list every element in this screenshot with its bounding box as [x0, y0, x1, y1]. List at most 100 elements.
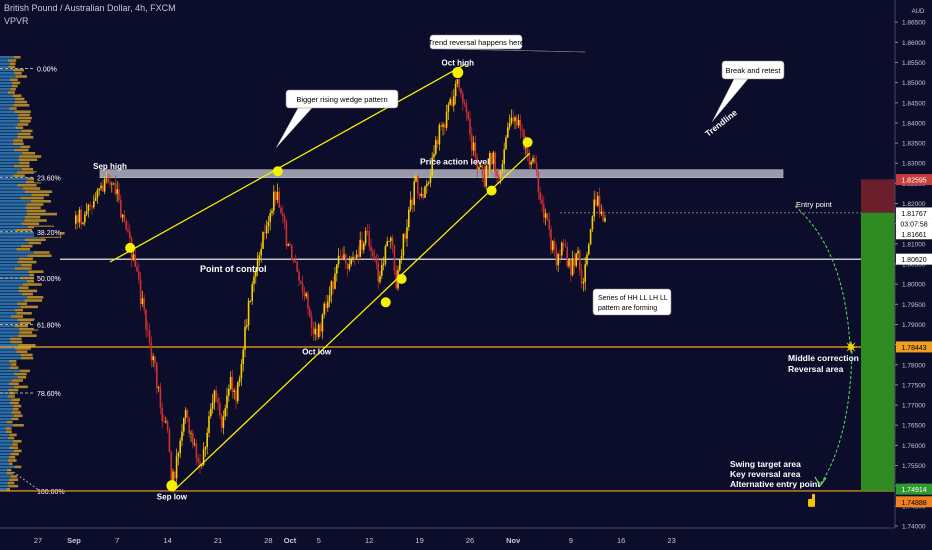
volume-bar-down [19, 369, 30, 373]
candle-bear [422, 193, 424, 198]
volume-bar-down [5, 430, 12, 433]
price-badge [896, 207, 932, 219]
candle-bear [436, 140, 439, 145]
volume-bar-down [20, 305, 38, 309]
candle-bull [240, 364, 243, 379]
volume-bar-down [12, 68, 24, 72]
stop-loss-box [861, 179, 895, 213]
time-tick-label: 14 [163, 536, 171, 545]
fib-level-label: 61.80% [37, 322, 61, 329]
candle-bear [598, 196, 601, 214]
volume-bar-up [0, 433, 10, 437]
candle-bear [120, 200, 122, 218]
candle-bull [424, 186, 426, 198]
candle-bear [215, 390, 217, 399]
trendline-label: Trendline [703, 107, 739, 138]
price-tick-label: 1.84500 [902, 100, 926, 107]
candle-bull [255, 270, 257, 277]
volume-bar-up [0, 350, 17, 353]
time-tick-label: 28 [264, 536, 272, 545]
candle-bull [334, 273, 336, 289]
entry-point-label: Entry point [796, 200, 833, 209]
candle-bear [361, 239, 363, 250]
price-badge-label: 1.81661 [901, 232, 926, 239]
volume-bar-up [0, 459, 8, 462]
key-point-marker [166, 480, 178, 492]
candle-bear [264, 232, 266, 234]
series-callout-box [592, 288, 672, 316]
candle-bear [555, 248, 558, 266]
candle-bear [451, 99, 453, 106]
candle-bear [411, 199, 414, 205]
volume-bar-down [20, 145, 31, 149]
candle-bear [289, 244, 291, 246]
touch-point [125, 242, 136, 253]
candle-bull [337, 255, 340, 265]
volume-bar-down [19, 161, 30, 165]
volume-bar-up [0, 478, 10, 481]
price-tick-label: 1.85500 [902, 60, 926, 67]
volume-bar-down [13, 139, 23, 142]
candle-bear [296, 261, 298, 272]
candle-bear [136, 266, 138, 272]
price-tick-label: 1.83500 [902, 141, 926, 148]
price-tick-label: 1.80500 [902, 262, 926, 269]
point-of-control-label: Point of control [200, 264, 267, 274]
volume-bar-down [18, 289, 38, 293]
candle-bull [343, 254, 345, 259]
candle-bull [445, 111, 448, 128]
volume-bar-down [18, 155, 42, 158]
wedge-line [109, 63, 466, 263]
volume-bar-up [0, 379, 12, 382]
volume-bar-up [0, 456, 10, 459]
volume-bar-up [0, 174, 14, 177]
volume-bar-down [8, 436, 15, 440]
volume-bar-up [0, 168, 22, 171]
volume-bar-up [0, 164, 14, 168]
wedge-callout-text: Bigger rising wedge pattern [296, 95, 387, 104]
price-tick-label: 1.79000 [902, 322, 926, 329]
volume-bar-down [14, 308, 23, 312]
volume-bar-up [0, 104, 14, 107]
volume-bar-up [0, 254, 28, 257]
candle-bear [602, 211, 604, 222]
candle-bull [84, 214, 86, 223]
candle-bull [210, 408, 212, 417]
candle-bull [355, 254, 358, 259]
price-tick-label: 1.81000 [902, 241, 926, 248]
volume-bar-up [0, 356, 22, 360]
volume-bar-up [0, 296, 28, 299]
volume-bar-down [27, 209, 46, 213]
middle-correction-label: Middle correction [788, 353, 859, 363]
volume-bar-up [0, 273, 30, 277]
volume-bar-up [0, 107, 10, 110]
volume-bar-down [7, 459, 17, 462]
volume-bar-up [0, 257, 19, 261]
alternative-entry-label: Alternative entry point [730, 479, 820, 489]
candle-bull [426, 183, 428, 187]
candle-bull [408, 209, 410, 228]
candle-bull [517, 120, 520, 126]
candle-bull [265, 226, 268, 234]
candle-bull [584, 264, 586, 282]
candle-bull [201, 464, 203, 466]
candle-bull [183, 417, 185, 432]
volume-bar-up [0, 340, 11, 344]
volume-bar-up [0, 251, 34, 254]
candle-bear [285, 221, 288, 246]
candle-bull [229, 376, 232, 389]
candle-bear [134, 254, 136, 267]
volume-bar-up [0, 427, 6, 430]
candle-bear [564, 245, 567, 247]
wedge-callout-box [285, 89, 399, 109]
volume-bar-up [0, 443, 13, 446]
candle-bull [431, 157, 433, 176]
candle-bear [465, 104, 468, 113]
candle-bull [330, 281, 333, 296]
candle-bear [526, 141, 529, 156]
price-badge [896, 174, 932, 186]
candle-bull [433, 154, 435, 158]
arrow-to-middle [794, 205, 851, 348]
candle-bull [352, 257, 354, 260]
